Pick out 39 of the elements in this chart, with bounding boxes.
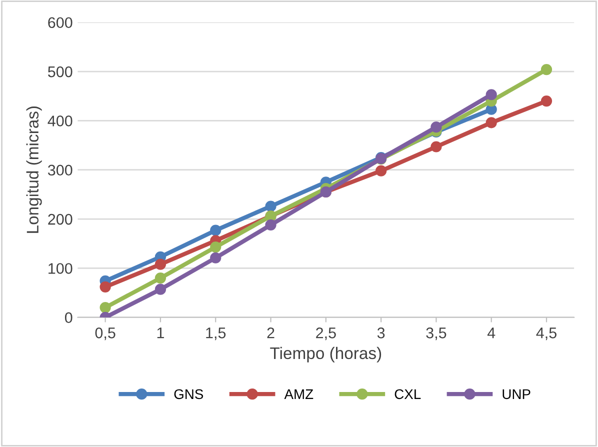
point — [540, 64, 552, 76]
point — [154, 272, 166, 284]
point — [210, 242, 222, 253]
x-tick-label: 3 — [377, 327, 385, 338]
y-tick-label: 600 — [48, 17, 72, 28]
x-tick-label: 4,5 — [536, 328, 556, 340]
point — [376, 165, 387, 176]
x-tick-label: 3,5 — [426, 327, 446, 340]
point — [154, 258, 166, 270]
point — [430, 141, 442, 152]
y-tick-label: 0 — [64, 312, 72, 324]
y-tick-label: 300 — [48, 164, 72, 176]
point — [540, 95, 552, 107]
x-tick-label: 4 — [487, 328, 496, 338]
x-axis-title: Tiempo (horas) — [270, 346, 382, 362]
point — [100, 281, 111, 292]
legend-label: AMZ — [284, 389, 314, 399]
point — [210, 224, 222, 236]
x-tick-label: 2 — [267, 327, 274, 338]
y-tick-label: 400 — [48, 116, 72, 126]
point — [154, 284, 166, 295]
point — [265, 219, 276, 230]
point — [486, 89, 497, 100]
y-axis-title: Longitud (micras) — [26, 106, 42, 233]
point — [486, 117, 497, 128]
x-tick-label: 1 — [157, 328, 164, 338]
x-tick-label: 0,5 — [95, 327, 116, 340]
point — [100, 302, 111, 314]
y-tick-label: 100 — [48, 263, 72, 274]
y-tick-label: 200 — [48, 214, 72, 225]
point — [430, 122, 442, 133]
x-tick-label: 2,5 — [316, 327, 336, 340]
legend-label: CXL — [394, 389, 421, 400]
point — [265, 200, 276, 212]
legend-label: GNS — [174, 389, 204, 400]
x-tick-label: 1,5 — [206, 328, 226, 340]
point — [210, 252, 222, 264]
legend-label: UNP — [502, 389, 530, 400]
y-tick-label: 500 — [48, 66, 72, 78]
